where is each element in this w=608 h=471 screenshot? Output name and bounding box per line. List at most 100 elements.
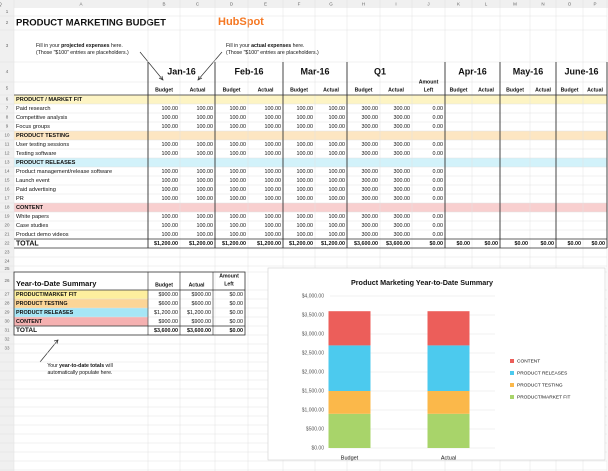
note-text: Fill in your: [226, 43, 251, 49]
cell: 100.00: [265, 106, 282, 112]
month-header: Mar-16: [300, 66, 329, 76]
row-label: Launch event: [16, 178, 50, 184]
cell: 100.00: [162, 214, 179, 220]
cell: 300.00: [362, 169, 379, 175]
cell: 100.00: [197, 106, 214, 112]
cell: $0.00: [230, 292, 244, 298]
cell: 300.00: [394, 142, 411, 148]
cell: 300.00: [362, 115, 379, 121]
bar-segment: [427, 311, 470, 346]
column-subheader: Budget: [561, 87, 579, 93]
row-label: TOTAL: [16, 240, 39, 247]
row-number: 28: [4, 301, 10, 306]
cell: $1,200.00: [154, 310, 178, 316]
cell: $1,200.00: [289, 241, 313, 247]
cell: 100.00: [162, 115, 179, 121]
row-number: 31: [4, 328, 10, 333]
cell: 100.00: [297, 142, 314, 148]
column-subheader: Budget: [506, 87, 524, 93]
row-label: PR: [16, 196, 24, 202]
column-letter: O: [568, 2, 572, 7]
row-number: 26: [4, 278, 10, 283]
note: (Those "$100" entries are placeholders.): [226, 50, 319, 56]
y-tick-label: $500.00: [306, 426, 324, 432]
row-number: 18: [4, 205, 10, 210]
cell: 100.00: [162, 142, 179, 148]
column-subheader: Actual: [258, 87, 274, 93]
cell: 100.00: [265, 187, 282, 193]
cell: $1,200.00: [189, 241, 213, 247]
section-fill: [14, 131, 607, 140]
cell: 300.00: [394, 178, 411, 184]
column-header-bar: [0, 0, 608, 8]
cell: $900.00: [192, 292, 212, 298]
month-header: Q1: [374, 66, 386, 76]
note-text: (Those "$100" entries are placeholders.): [226, 50, 319, 56]
legend-swatch: [510, 359, 514, 363]
cell: 300.00: [362, 142, 379, 148]
cell: 300.00: [362, 151, 379, 157]
cell: 100.00: [297, 124, 314, 130]
bar-segment: [427, 391, 470, 414]
cell: 100.00: [230, 106, 247, 112]
row-label: User testing sessions: [16, 142, 69, 148]
bar-segment: [328, 413, 371, 448]
cell: 0.00: [433, 142, 444, 148]
bar-segment: [427, 413, 470, 448]
cell: 100.00: [230, 214, 247, 220]
cell: $600.00: [159, 301, 179, 307]
note: automatically populate here.: [48, 370, 113, 376]
cell: 0.00: [433, 232, 444, 238]
cell: $0.00: [230, 301, 244, 307]
row-number: 10: [4, 133, 10, 138]
cell: 100.00: [297, 178, 314, 184]
cell: 100.00: [230, 115, 247, 121]
row-number: 29: [4, 310, 10, 315]
row-number: 4: [6, 69, 9, 74]
cell: 100.00: [230, 223, 247, 229]
cell: 100.00: [265, 223, 282, 229]
cell: 300.00: [362, 106, 379, 112]
cell: 100.00: [197, 214, 214, 220]
arrow-head: [197, 75, 203, 81]
row-label: White papers: [16, 214, 49, 220]
legend-swatch: [510, 371, 514, 375]
cell: 100.00: [197, 124, 214, 130]
cell: 100.00: [297, 223, 314, 229]
row-number: 22: [4, 241, 10, 246]
row-number: 7: [6, 106, 9, 111]
cell: 100.00: [297, 187, 314, 193]
cell: 100.00: [230, 178, 247, 184]
cell: 100.00: [162, 187, 179, 193]
ytd-title: Year-to-Date Summary: [16, 279, 97, 288]
cell: 0.00: [433, 169, 444, 175]
cell: $0.00: [430, 241, 444, 247]
cell: 100.00: [329, 196, 346, 202]
column-subheader: Left: [224, 281, 234, 287]
column-letter: I: [395, 2, 396, 7]
column-letter: G: [329, 2, 333, 7]
row-number: 8: [6, 115, 9, 120]
cell: $1,200.00: [321, 241, 345, 247]
note-text: actual expenses: [251, 43, 291, 49]
cell: 100.00: [265, 151, 282, 157]
column-letter: L: [485, 2, 488, 7]
row-label: Paid research: [16, 106, 51, 112]
cell: 300.00: [394, 196, 411, 202]
row-number: 19: [4, 214, 10, 219]
bar-segment: [328, 345, 371, 391]
arrow-head: [53, 339, 59, 345]
column-subheader: Budget: [450, 87, 468, 93]
note-text: automatically populate here.: [48, 370, 113, 376]
cell: 100.00: [162, 232, 179, 238]
cell: 100.00: [265, 178, 282, 184]
legend-label: PRODUCT RELEASES: [517, 370, 567, 376]
section-fill: [14, 158, 607, 167]
sheet-title: PRODUCT MARKETING BUDGET: [16, 18, 166, 29]
cell: 100.00: [297, 106, 314, 112]
cell: $0.00: [485, 241, 499, 247]
section-label: PRODUCT RELEASES: [16, 310, 74, 316]
section-label: PRODUCT TESTING: [16, 301, 68, 307]
bar-segment: [328, 391, 371, 414]
row-number: 20: [4, 223, 10, 228]
